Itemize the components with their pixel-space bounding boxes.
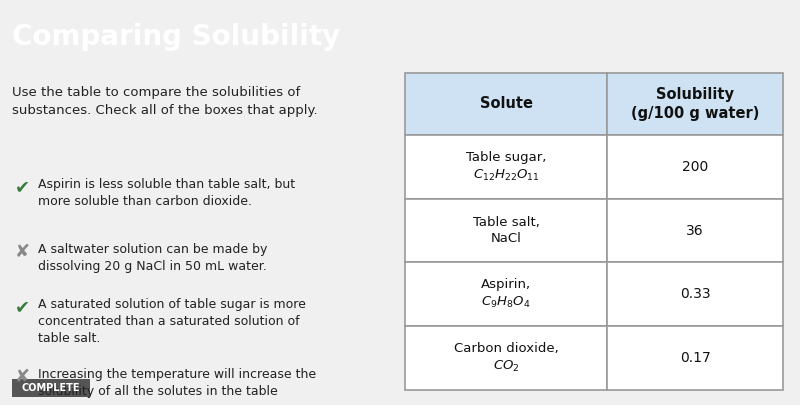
Bar xyxy=(12,379,90,397)
Text: ✘: ✘ xyxy=(14,243,30,261)
Text: Solute: Solute xyxy=(480,96,533,111)
Text: Solubility
(g/100 g water): Solubility (g/100 g water) xyxy=(631,87,759,121)
Text: Carbon dioxide,
$CO_2$: Carbon dioxide, $CO_2$ xyxy=(454,342,558,374)
Text: A saltwater solution can be made by
dissolving 20 g NaCl in 50 mL water.: A saltwater solution can be made by diss… xyxy=(38,243,267,273)
Bar xyxy=(607,198,783,262)
Text: Aspirin is less soluble than table salt, but
more soluble than carbon dioxide.: Aspirin is less soluble than table salt,… xyxy=(38,178,295,208)
Text: 0.17: 0.17 xyxy=(680,351,710,365)
Bar xyxy=(405,135,607,198)
Text: Use the table to compare the solubilities of
substances. Check all of the boxes : Use the table to compare the solubilitie… xyxy=(12,86,318,117)
Text: Table salt,
NaCl: Table salt, NaCl xyxy=(473,216,539,245)
Bar xyxy=(405,198,607,262)
Text: 0.33: 0.33 xyxy=(680,287,710,301)
Bar xyxy=(405,73,607,135)
Text: COMPLETE: COMPLETE xyxy=(22,383,80,393)
Text: ✘: ✘ xyxy=(14,368,30,386)
Bar xyxy=(607,262,783,326)
Text: ✔: ✔ xyxy=(14,178,30,196)
Text: Increasing the temperature will increase the
solubility of all the solutes in th: Increasing the temperature will increase… xyxy=(38,368,316,398)
Bar xyxy=(607,73,783,135)
Bar xyxy=(405,262,607,326)
Text: Comparing Solubility: Comparing Solubility xyxy=(12,23,340,51)
Bar xyxy=(405,326,607,390)
Bar xyxy=(607,135,783,198)
Text: 200: 200 xyxy=(682,160,708,174)
Text: ✔: ✔ xyxy=(14,298,30,316)
Text: Table sugar,
$C_{12}H_{22}O_{11}$: Table sugar, $C_{12}H_{22}O_{11}$ xyxy=(466,151,546,183)
Text: Aspirin,
$C_9H_8O_4$: Aspirin, $C_9H_8O_4$ xyxy=(481,278,531,310)
Text: A saturated solution of table sugar is more
concentrated than a saturated soluti: A saturated solution of table sugar is m… xyxy=(38,298,306,345)
Text: 36: 36 xyxy=(686,224,704,237)
Bar xyxy=(607,326,783,390)
